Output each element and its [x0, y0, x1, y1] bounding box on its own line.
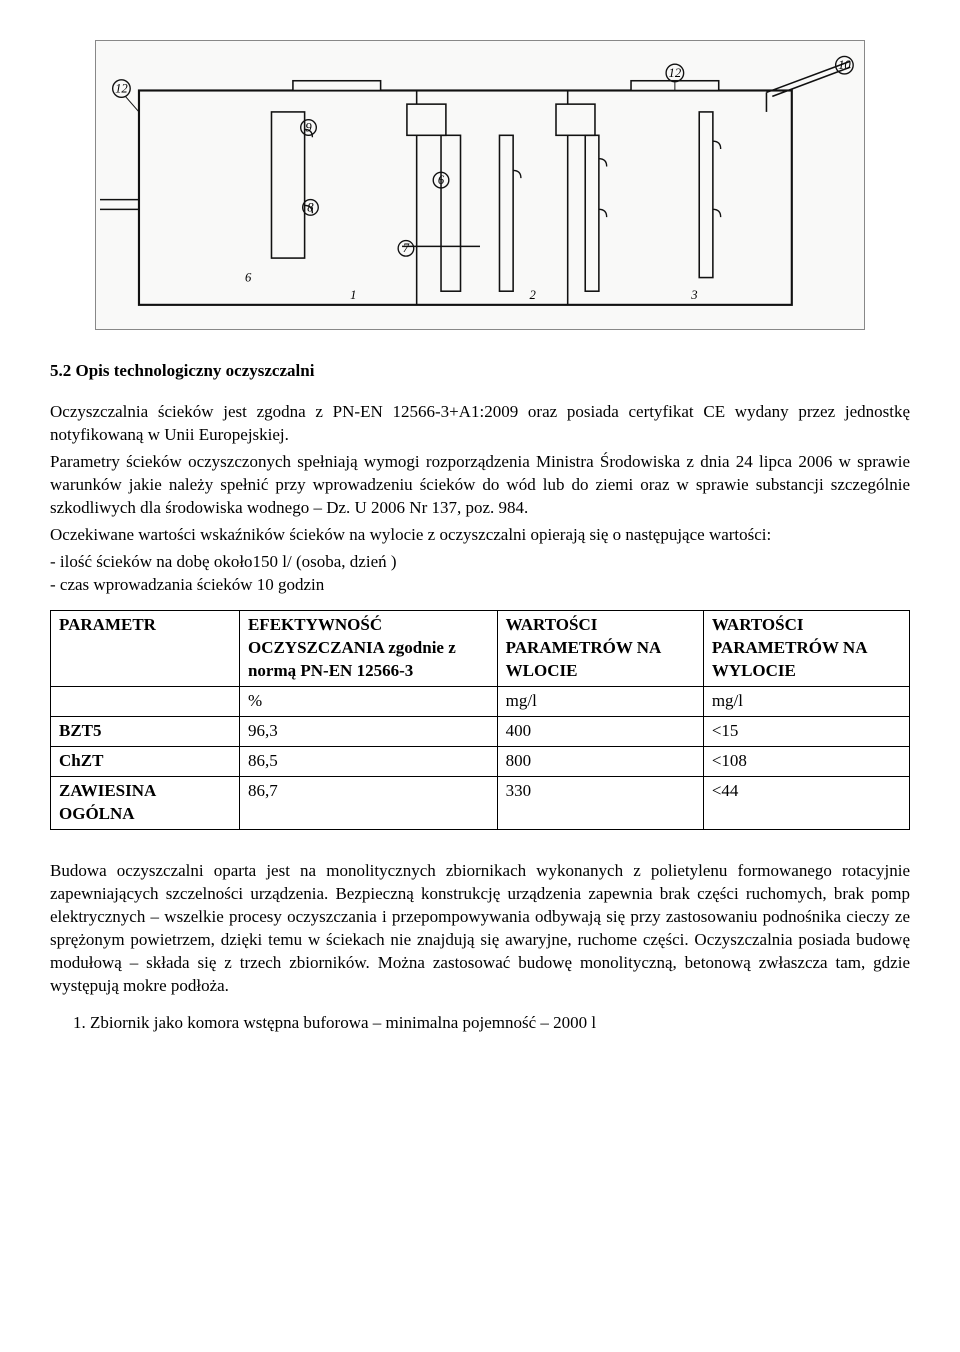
- chamber-label-2: 2: [529, 288, 536, 302]
- unit-cell: %: [239, 687, 497, 717]
- table-row: BZT5 96,3 400 <15: [51, 717, 910, 747]
- after-paragraph: Budowa oczyszczalni oparta jest na monol…: [50, 860, 910, 998]
- callout-6: 6: [438, 173, 445, 187]
- cell: 96,3: [239, 717, 497, 747]
- cell: 86,7: [239, 777, 497, 830]
- paragraph-2: Parametry ścieków oczyszczonych spełniaj…: [50, 451, 910, 520]
- unit-cell: mg/l: [497, 687, 703, 717]
- table-unit-row: % mg/l mg/l: [51, 687, 910, 717]
- schematic-diagram: 12 9 6 7 8 12 10 6 1 2 3: [100, 45, 860, 325]
- section-heading: 5.2 Opis technologiczny oczyszczalni: [50, 360, 910, 383]
- callout-12-right: 12: [669, 66, 682, 80]
- table-row: ZAWIESINA OGÓLNA 86,7 330 <44: [51, 777, 910, 830]
- unit-cell: mg/l: [703, 687, 909, 717]
- chamber-label-1: 1: [350, 288, 356, 302]
- cell: ZAWIESINA OGÓLNA: [51, 777, 240, 830]
- table-header-row: PARAMETR EFEKTYWNOŚĆ OCZYSZCZANIA zgodni…: [51, 611, 910, 687]
- th-wlocie: WARTOŚCI PARAMETRÓW NA WLOCIE: [497, 611, 703, 687]
- cell: <44: [703, 777, 909, 830]
- list-item-1: Zbiornik jako komora wstępna buforowa – …: [90, 1012, 910, 1035]
- parameters-table: PARAMETR EFEKTYWNOŚĆ OCZYSZCZANIA zgodni…: [50, 610, 910, 830]
- diagram-container: 12 9 6 7 8 12 10 6 1 2 3: [95, 40, 865, 330]
- th-wylocie: WARTOŚCI PARAMETRÓW NA WYLOCIE: [703, 611, 909, 687]
- unit-cell: [51, 687, 240, 717]
- paragraph-1: Oczyszczalnia ścieków jest zgodna z PN-E…: [50, 401, 910, 447]
- table-row: ChZT 86,5 800 <108: [51, 747, 910, 777]
- cell: ChZT: [51, 747, 240, 777]
- cell: 330: [497, 777, 703, 830]
- cell: BZT5: [51, 717, 240, 747]
- callout-6b: 6: [245, 270, 252, 284]
- callout-7: 7: [403, 241, 410, 255]
- th-parametr: PARAMETR: [51, 611, 240, 687]
- bullet-1: - ilość ścieków na dobę około150 l/ (oso…: [50, 551, 910, 574]
- cell: 800: [497, 747, 703, 777]
- cell: 86,5: [239, 747, 497, 777]
- cell: <15: [703, 717, 909, 747]
- th-efektywnosc: EFEKTYWNOŚĆ OCZYSZCZANIA zgodnie z normą…: [239, 611, 497, 687]
- paragraph-3: Oczekiwane wartości wskaźników ścieków n…: [50, 524, 910, 547]
- callout-12-left: 12: [115, 81, 128, 95]
- cell: 400: [497, 717, 703, 747]
- callout-9: 9: [305, 120, 312, 134]
- chamber-label-3: 3: [690, 288, 697, 302]
- cell: <108: [703, 747, 909, 777]
- callout-8: 8: [307, 200, 314, 214]
- callout-10: 10: [838, 58, 851, 72]
- numbered-list: Zbiornik jako komora wstępna buforowa – …: [50, 1012, 910, 1035]
- bullet-2: - czas wprowadzania ścieków 10 godzin: [50, 574, 910, 597]
